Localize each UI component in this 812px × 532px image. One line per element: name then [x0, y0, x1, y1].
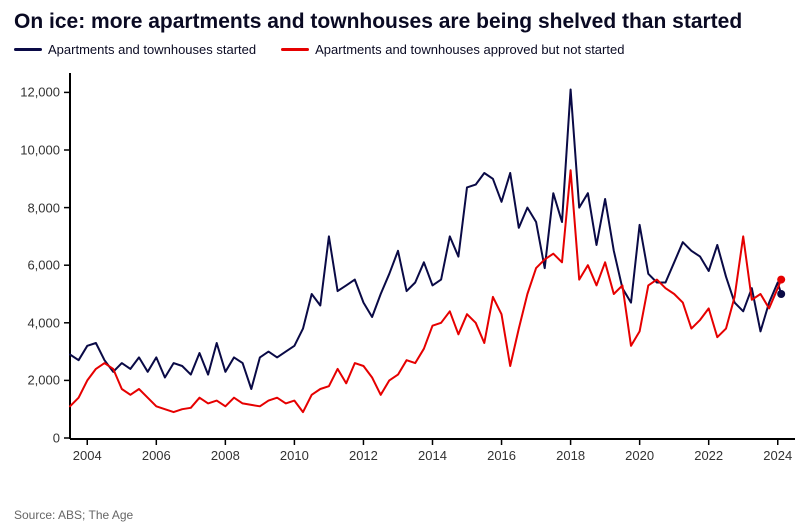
x-tick-label: 2014 [418, 448, 447, 463]
legend-label: Apartments and townhouses started [48, 42, 256, 57]
x-tick-label: 2024 [763, 448, 792, 463]
legend-item-approved: Apartments and townhouses approved but n… [281, 42, 624, 57]
x-tick-label: 2016 [487, 448, 516, 463]
y-tick-label: 12,000 [10, 85, 60, 100]
chart-svg [0, 68, 812, 476]
x-tick-label: 2008 [211, 448, 240, 463]
x-tick-label: 2004 [73, 448, 102, 463]
x-tick-label: 2006 [142, 448, 171, 463]
legend-swatch [281, 48, 309, 51]
legend-label: Apartments and townhouses approved but n… [315, 42, 624, 57]
legend-item-started: Apartments and townhouses started [14, 42, 256, 57]
y-tick-label: 2,000 [10, 373, 60, 388]
x-tick-label: 2020 [625, 448, 654, 463]
x-tick-label: 2012 [349, 448, 378, 463]
x-tick-label: 2022 [694, 448, 723, 463]
x-tick-label: 2010 [280, 448, 309, 463]
chart-title: On ice: more apartments and townhouses a… [14, 10, 742, 34]
legend: Apartments and townhouses started Apartm… [14, 42, 624, 57]
source-attribution: Source: ABS; The Age [14, 508, 133, 522]
y-tick-label: 4,000 [10, 315, 60, 330]
x-tick-label: 2018 [556, 448, 585, 463]
y-tick-label: 10,000 [10, 143, 60, 158]
y-tick-label: 6,000 [10, 258, 60, 273]
legend-swatch [14, 48, 42, 51]
y-tick-label: 0 [10, 431, 60, 446]
chart-area: 0 2,000 4,000 6,000 8,000 10,000 12,000 2004 20… [0, 68, 812, 476]
y-tick-label: 8,000 [10, 200, 60, 215]
